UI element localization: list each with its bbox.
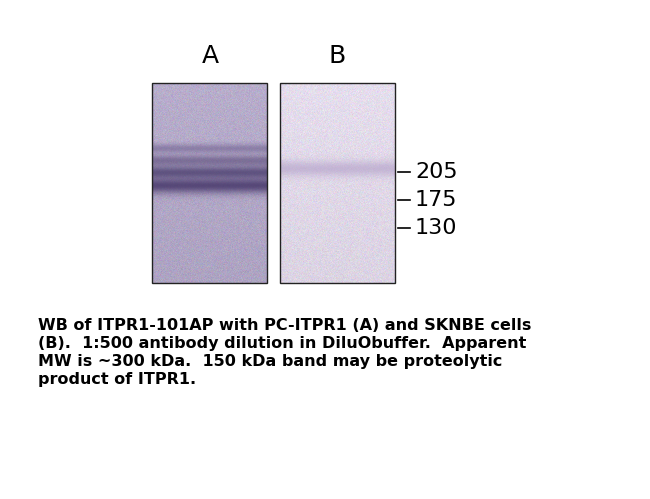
Text: (B).  1:500 antibody dilution in DiluObuffer.  Apparent: (B). 1:500 antibody dilution in DiluObuf… — [38, 336, 526, 351]
Text: MW is ~300 kDa.  150 kDa band may be proteolytic: MW is ~300 kDa. 150 kDa band may be prot… — [38, 354, 502, 369]
Bar — [280, 83, 395, 283]
Text: product of ITPR1.: product of ITPR1. — [38, 372, 196, 387]
Text: B: B — [328, 44, 346, 68]
Text: 130: 130 — [415, 218, 458, 238]
Text: WB of ITPR1-101AP with PC-ITPR1 (A) and SKNBE cells: WB of ITPR1-101AP with PC-ITPR1 (A) and … — [38, 318, 532, 333]
Text: 205: 205 — [415, 162, 458, 182]
Text: A: A — [202, 44, 218, 68]
Bar — [152, 83, 267, 283]
Text: 175: 175 — [415, 190, 458, 210]
